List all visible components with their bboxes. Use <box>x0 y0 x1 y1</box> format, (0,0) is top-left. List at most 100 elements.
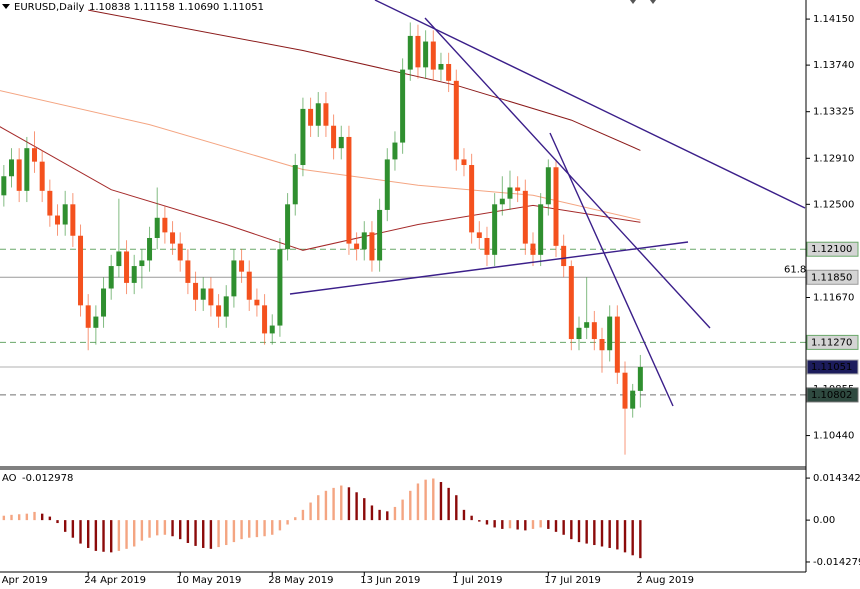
level-box <box>806 359 859 375</box>
candle-body <box>423 41 429 68</box>
ao-bar <box>125 520 128 549</box>
ao-bar <box>56 520 59 524</box>
candle-body <box>308 108 314 126</box>
candle-body <box>576 327 582 340</box>
ao-bar <box>248 520 251 538</box>
candle-body <box>24 148 30 191</box>
candle-body <box>208 288 214 306</box>
ao-bar <box>309 502 312 521</box>
ao-bar <box>79 520 82 544</box>
ao-bar <box>271 520 274 535</box>
candle-body <box>170 232 176 244</box>
ao-bar <box>562 520 565 535</box>
candle-body <box>93 316 99 328</box>
ao-bar <box>240 520 243 540</box>
y-tick-label: 1.10440 <box>813 431 854 442</box>
candle-body <box>637 366 643 391</box>
candle-body <box>407 35 413 70</box>
candle-body <box>223 296 229 317</box>
candle-body <box>85 305 91 328</box>
ao-bar <box>547 520 550 529</box>
candle-body <box>438 63 444 70</box>
y-tick-label: 0.00 <box>813 515 835 526</box>
candle-body <box>469 165 475 233</box>
candle-body <box>47 190 53 216</box>
level-label: 1.11051 <box>811 362 852 373</box>
ao-bar <box>102 520 105 552</box>
candle-body <box>484 237 490 255</box>
candle-body <box>300 108 306 166</box>
x-tick-label: 13 Jun 2019 <box>360 575 420 586</box>
ao-bar <box>577 520 581 543</box>
candle-body <box>62 204 68 225</box>
ao-bar <box>255 520 259 538</box>
candle-body <box>147 237 153 261</box>
ao-bar <box>554 520 558 532</box>
y-tick-label: -0.014279 <box>813 557 860 568</box>
ao-bar <box>340 485 343 521</box>
ao-bar <box>370 505 374 521</box>
y-tick-label: 1.12910 <box>813 153 854 164</box>
candle-body <box>545 167 551 205</box>
ao-bar <box>531 520 535 529</box>
menu-arrow[interactable] <box>2 4 10 9</box>
ao-bar <box>2 515 6 521</box>
candle-body <box>354 243 360 250</box>
chart-title: EURUSD,Daily <box>14 2 85 13</box>
plot-area <box>0 9 806 455</box>
candle-body <box>369 232 375 261</box>
candle-body <box>530 243 536 255</box>
candle-body <box>139 260 145 267</box>
level-box <box>806 387 859 403</box>
candle-body <box>323 103 329 126</box>
x-tick-label: 8 Apr 2019 <box>0 575 48 586</box>
candle-body <box>269 325 275 334</box>
ao-bar <box>616 520 619 550</box>
ao-bar <box>600 520 604 547</box>
ao-bar <box>501 520 504 529</box>
level-label: 1.11270 <box>811 337 852 348</box>
candle-body <box>499 198 505 205</box>
moving-average <box>0 90 641 221</box>
y-tick-label: 0.014342 <box>813 473 860 484</box>
ao-bar <box>393 506 397 521</box>
candle-body <box>591 322 597 340</box>
level-label: 1.12100 <box>811 244 852 255</box>
ao-bar <box>455 495 458 521</box>
candle-body <box>392 142 398 160</box>
candle-body <box>607 316 613 351</box>
ao-bar <box>133 520 136 547</box>
ao-bar <box>202 520 205 548</box>
ao-bar <box>148 520 151 538</box>
ao-bar <box>631 520 634 556</box>
level-annotation: 61.8 <box>784 264 806 275</box>
candle-body <box>254 299 260 306</box>
y-tick-label: 1.14150 <box>813 14 854 25</box>
candle-body <box>39 161 45 191</box>
x-tick-label: 28 May 2019 <box>268 575 333 586</box>
ao-bar <box>432 478 435 521</box>
marker-icon <box>650 0 656 4</box>
ao-bar <box>623 520 627 553</box>
ao-bar <box>163 520 167 535</box>
ao-bar <box>424 479 427 521</box>
trend-lines <box>289 0 806 407</box>
candle-body <box>599 339 605 351</box>
ao-bar <box>570 520 573 540</box>
candle-body <box>446 63 452 81</box>
ao-bar <box>286 520 289 525</box>
ao-bar <box>608 520 611 548</box>
ao-bar <box>462 509 466 521</box>
candle-body <box>331 125 337 149</box>
candle-body <box>108 266 114 289</box>
ao-bar <box>416 483 420 521</box>
ao-bar <box>156 520 159 536</box>
moving-average <box>0 126 641 251</box>
ao-bar <box>225 520 228 546</box>
candle-body <box>116 251 122 267</box>
ao-bar <box>324 490 328 521</box>
